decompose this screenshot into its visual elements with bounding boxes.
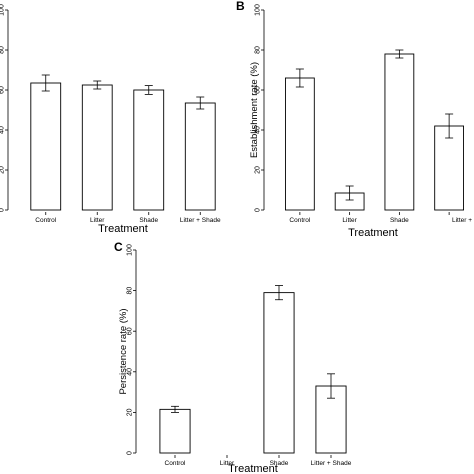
bar-control bbox=[30, 82, 62, 211]
bar-shade bbox=[384, 53, 415, 211]
x-axis-title: Treatment bbox=[228, 463, 278, 474]
y-tick-label: 0 bbox=[127, 451, 134, 455]
x-category-label: Shade bbox=[139, 217, 158, 224]
y-tick-label: 0 bbox=[0, 208, 6, 212]
x-category-label: Litter bbox=[90, 217, 105, 224]
y-tick-label: 20 bbox=[0, 166, 6, 174]
y-tick-label: 20 bbox=[255, 166, 262, 174]
x-category-label: Control bbox=[289, 217, 311, 224]
x-category-label: Control bbox=[35, 217, 57, 224]
y-tick-label: 60 bbox=[255, 86, 262, 94]
x-category-label: Litter + Shade bbox=[180, 217, 221, 224]
y-tick-label: 60 bbox=[0, 86, 6, 94]
bar-litter bbox=[81, 84, 113, 211]
y-tick-label: 100 bbox=[0, 4, 6, 16]
chart-panel-1: 0 20 40 60 80 100 Control Litter Shade Litter + S… bbox=[0, 4, 221, 235]
bar-litter-shade bbox=[184, 102, 216, 211]
y-tick-label: 40 bbox=[255, 126, 262, 134]
y-tick-label: 80 bbox=[0, 46, 6, 54]
x-category-label: Shade bbox=[390, 217, 409, 224]
y-tick-label: 100 bbox=[127, 244, 134, 256]
bar-control bbox=[159, 408, 191, 454]
y-tick-label: 80 bbox=[127, 287, 134, 295]
x-axis-title: Treatment bbox=[98, 223, 148, 235]
y-axis-title: Establishment rate (%) bbox=[249, 62, 260, 158]
y-tick-label: 80 bbox=[255, 46, 262, 54]
x-category-label: Litter bbox=[342, 217, 357, 224]
x-category-label: Litter + S bbox=[452, 217, 474, 224]
y-tick-label: 20 bbox=[127, 408, 134, 416]
y-tick-label: 40 bbox=[0, 126, 6, 134]
chart-panel-3: 0 20 40 60 80 100 Control Litter Shade Litter + S… bbox=[114, 240, 352, 474]
bar-litter-s bbox=[434, 125, 465, 211]
x-category-label: Control bbox=[165, 460, 187, 467]
x-category-label: Shade bbox=[270, 460, 289, 467]
y-tick-label: 40 bbox=[127, 368, 134, 376]
y-tick-label: 0 bbox=[255, 208, 262, 212]
x-category-label: Litter bbox=[220, 460, 235, 467]
panel-label: B bbox=[236, 0, 245, 13]
bar-shade bbox=[133, 89, 165, 211]
bar-control bbox=[284, 77, 315, 211]
bar-shade bbox=[263, 292, 295, 454]
y-tick-label: 60 bbox=[127, 327, 134, 335]
y-axis-title: Persistence rate (%) bbox=[118, 308, 129, 394]
x-axis-title: Treatment bbox=[348, 227, 398, 239]
chart-panel-2: 0 20 40 60 80 100 Control Litter Shade Litter + S… bbox=[236, 0, 474, 239]
panel-label: C bbox=[114, 240, 123, 254]
y-tick-label: 100 bbox=[255, 4, 262, 16]
x-category-label: Litter + Shade bbox=[311, 460, 352, 467]
